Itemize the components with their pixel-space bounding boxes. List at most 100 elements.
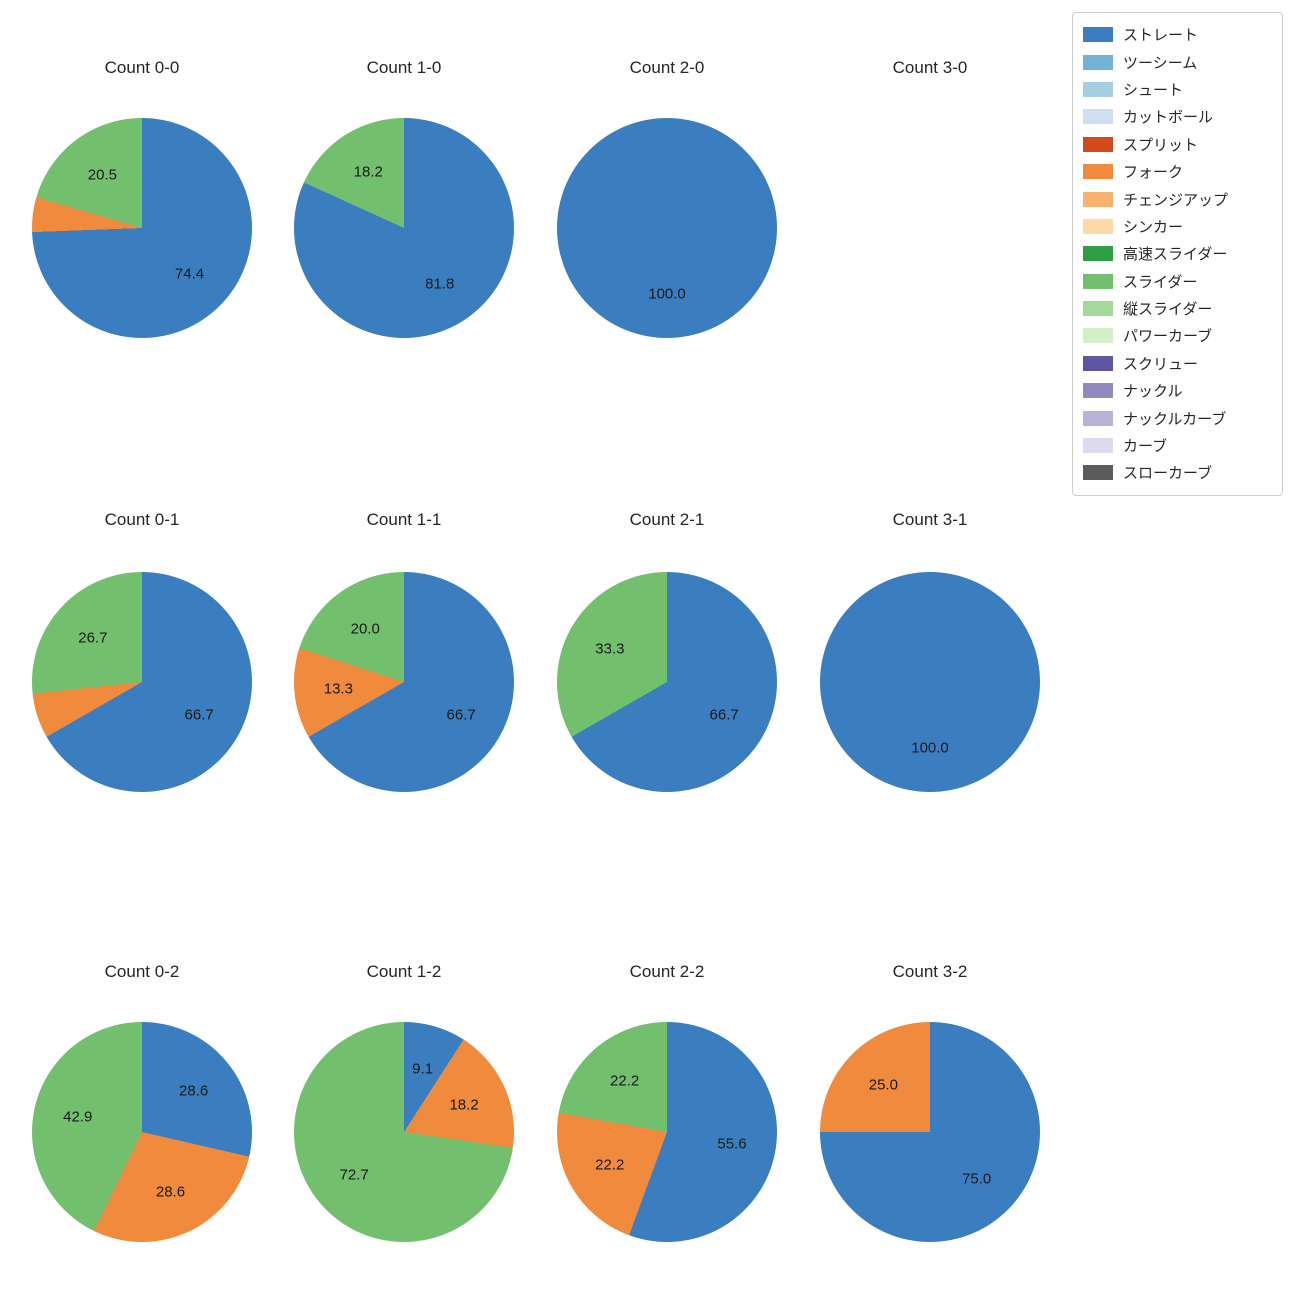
legend-swatch-icon bbox=[1083, 410, 1113, 426]
legend-item: 縦スライダー bbox=[1083, 295, 1272, 322]
chart-title-count-3-1: Count 3-1 bbox=[892, 510, 968, 529]
pie-count-0-2: 28.6 28.6 42.9 bbox=[32, 1022, 252, 1242]
slice-percentage-label: 18.2 bbox=[353, 163, 383, 181]
legend-swatch-icon bbox=[1083, 164, 1113, 180]
legend-label: カーブ bbox=[1123, 438, 1168, 456]
legend-label: シンカー bbox=[1123, 218, 1184, 236]
chart-title-count-0-1: Count 0-1 bbox=[104, 510, 180, 529]
pie-count-3-2: 75.0 25.0 bbox=[820, 1022, 1040, 1242]
legend-item: パワーカーブ bbox=[1083, 322, 1272, 349]
legend-label: スローカーブ bbox=[1123, 465, 1213, 483]
slice-percentage-label: 100.0 bbox=[648, 285, 686, 303]
slice-percentage-label: 28.6 bbox=[155, 1183, 186, 1201]
legend-item: フォーク bbox=[1083, 158, 1272, 185]
pie-count-0-0: 74.4 20.5 bbox=[32, 118, 252, 338]
legend-swatch-icon bbox=[1083, 27, 1113, 43]
legend-label: スプリット bbox=[1123, 136, 1199, 154]
legend-swatch-icon bbox=[1083, 246, 1113, 262]
legend-label: カットボール bbox=[1123, 109, 1214, 127]
pie-count-3-1: 100.0 bbox=[820, 572, 1040, 792]
legend-item: ナックル bbox=[1083, 377, 1272, 404]
legend-label: 高速スライダー bbox=[1123, 246, 1228, 264]
legend-item: ストレート bbox=[1083, 21, 1272, 48]
legend-item: チェンジアップ bbox=[1083, 185, 1272, 212]
chart-title-count-1-2: Count 1-2 bbox=[366, 962, 442, 981]
slice-percentage-label: 66.7 bbox=[184, 706, 214, 724]
slice-percentage-label: 55.6 bbox=[717, 1135, 747, 1153]
slice-percentage-label: 74.4 bbox=[174, 265, 205, 283]
slice-percentage-label: 20.5 bbox=[87, 166, 117, 184]
legend-item: ナックルカーブ bbox=[1083, 404, 1272, 431]
chart-title-count-3-2: Count 3-2 bbox=[892, 962, 968, 981]
legend-swatch-icon bbox=[1083, 81, 1113, 97]
legend-label: ナックルカーブ bbox=[1123, 410, 1227, 428]
pie-count-0-1: 66.7 26.7 bbox=[32, 572, 252, 792]
legend-swatch-icon bbox=[1083, 301, 1113, 317]
legend-label: スクリュー bbox=[1123, 355, 1199, 373]
slice-percentage-label: 33.3 bbox=[595, 640, 625, 658]
slice-percentage-label: 20.0 bbox=[350, 620, 380, 638]
pie-count-1-0: 81.8 18.2 bbox=[294, 118, 514, 338]
slice-percentage-label: 18.2 bbox=[449, 1096, 479, 1114]
chart-title-count-3-0: Count 3-0 bbox=[892, 58, 968, 77]
legend-label: ナックル bbox=[1123, 383, 1183, 401]
slice-percentage-label: 25.0 bbox=[868, 1076, 898, 1094]
slice-percentage-label: 100.0 bbox=[911, 739, 949, 757]
legend-item: シンカー bbox=[1083, 213, 1272, 240]
slice-percentage-label: 42.9 bbox=[63, 1108, 93, 1126]
pie-count-2-0: 100.0 bbox=[557, 118, 777, 338]
slice-percentage-label: 66.7 bbox=[446, 706, 476, 724]
legend-swatch-icon bbox=[1083, 136, 1113, 152]
legend-item: スクリュー bbox=[1083, 350, 1272, 377]
chart-title-count-2-1: Count 2-1 bbox=[629, 510, 705, 529]
slice-percentage-label: 22.2 bbox=[610, 1072, 640, 1090]
legend-item: カットボール bbox=[1083, 103, 1272, 130]
legend-item: スライダー bbox=[1083, 268, 1272, 295]
chart-title-count-2-0: Count 2-0 bbox=[629, 58, 705, 77]
legend-swatch-icon bbox=[1083, 355, 1113, 371]
chart-title-count-1-1: Count 1-1 bbox=[366, 510, 442, 529]
legend-label: スライダー bbox=[1123, 273, 1198, 291]
chart-title-count-0-0: Count 0-0 bbox=[104, 58, 180, 77]
legend-swatch-icon bbox=[1083, 273, 1113, 289]
chart-title-count-1-0: Count 1-0 bbox=[366, 58, 442, 77]
legend-swatch-icon bbox=[1083, 218, 1113, 234]
chart-title-count-2-2: Count 2-2 bbox=[629, 962, 705, 981]
legend-label: フォーク bbox=[1123, 164, 1184, 182]
legend: ストレートツーシームシュートカットボール スプリットフォークチェンジアップ シンカー… bbox=[1072, 12, 1283, 496]
slice-percentage-label: 13.3 bbox=[323, 680, 353, 698]
chart-title-count-0-2: Count 0-2 bbox=[104, 962, 180, 981]
slice-percentage-label: 72.7 bbox=[339, 1166, 369, 1184]
pie-count-1-1: 66.7 13.3 20.0 bbox=[294, 572, 514, 792]
pie-count-1-2: 9.1 18.2 72.7 bbox=[294, 1022, 514, 1242]
slice-percentage-label: 26.7 bbox=[78, 629, 108, 647]
legend-item: 高速スライダー bbox=[1083, 240, 1272, 267]
legend-swatch-icon bbox=[1083, 465, 1113, 481]
legend-label: チェンジアップ bbox=[1123, 191, 1229, 209]
legend-item: スプリット bbox=[1083, 131, 1272, 158]
slice-percentage-label: 22.2 bbox=[595, 1156, 625, 1174]
slice-percentage-label: 9.1 bbox=[412, 1060, 434, 1078]
legend-label: 縦スライダー bbox=[1123, 301, 1213, 319]
pie-count-2-1: 66.7 33.3 bbox=[557, 572, 777, 792]
slice-percentage-label: 81.8 bbox=[425, 275, 455, 292]
legend-item: シュート bbox=[1083, 76, 1272, 103]
legend-swatch-icon bbox=[1083, 54, 1113, 70]
legend-swatch-icon bbox=[1083, 191, 1113, 207]
legend-label: パワーカーブ bbox=[1123, 328, 1213, 346]
legend-swatch-icon bbox=[1083, 438, 1113, 454]
slice-percentage-label: 75.0 bbox=[962, 1170, 992, 1188]
legend-label: ストレート bbox=[1123, 27, 1199, 45]
legend-label: ツーシーム bbox=[1123, 54, 1198, 72]
legend-item: スローカーブ bbox=[1083, 459, 1272, 486]
legend-swatch-icon bbox=[1083, 383, 1113, 399]
legend-item: カーブ bbox=[1083, 432, 1272, 459]
legend-swatch-icon bbox=[1083, 328, 1113, 344]
legend-swatch-icon bbox=[1083, 109, 1113, 125]
pie-count-2-2: 55.6 22.2 22.2 bbox=[557, 1022, 777, 1242]
legend-label: シュート bbox=[1123, 81, 1184, 99]
legend-item: ツーシーム bbox=[1083, 48, 1272, 75]
slice-percentage-label: 28.6 bbox=[179, 1082, 209, 1100]
slice-percentage-label: 66.7 bbox=[709, 706, 739, 724]
